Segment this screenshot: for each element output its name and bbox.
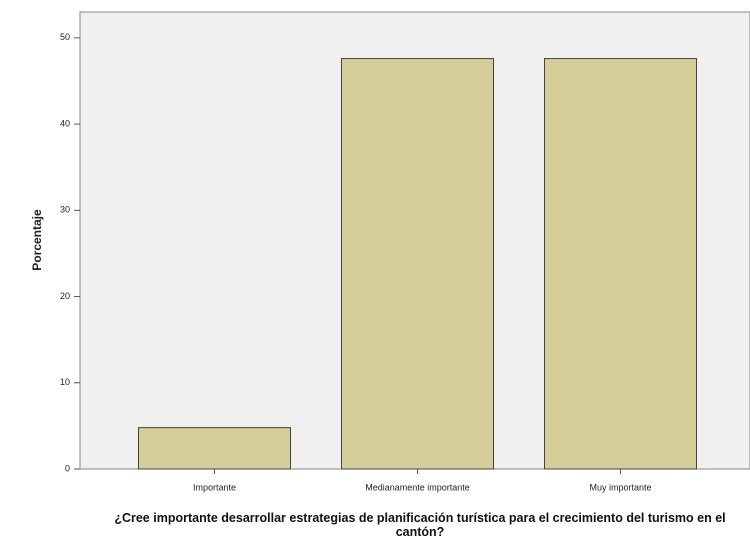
y-axis-label: Porcentaje [30, 209, 44, 271]
x-tick-label: Medianamente importante [365, 482, 470, 492]
x-tick-label: Importante [193, 482, 236, 492]
bar [341, 58, 494, 470]
y-tick-label: 20 [60, 291, 70, 301]
bar [138, 427, 291, 470]
y-tick-label: 10 [60, 377, 70, 387]
y-tick-label: 0 [65, 463, 70, 473]
x-tick-label: Muy importante [589, 482, 651, 492]
y-tick-label: 30 [60, 205, 70, 215]
y-tick-label: 50 [60, 32, 70, 42]
bar [544, 58, 697, 470]
x-axis-label: ¿Cree importante desarrollar estrategias… [114, 511, 726, 539]
y-tick-label: 40 [60, 118, 70, 128]
